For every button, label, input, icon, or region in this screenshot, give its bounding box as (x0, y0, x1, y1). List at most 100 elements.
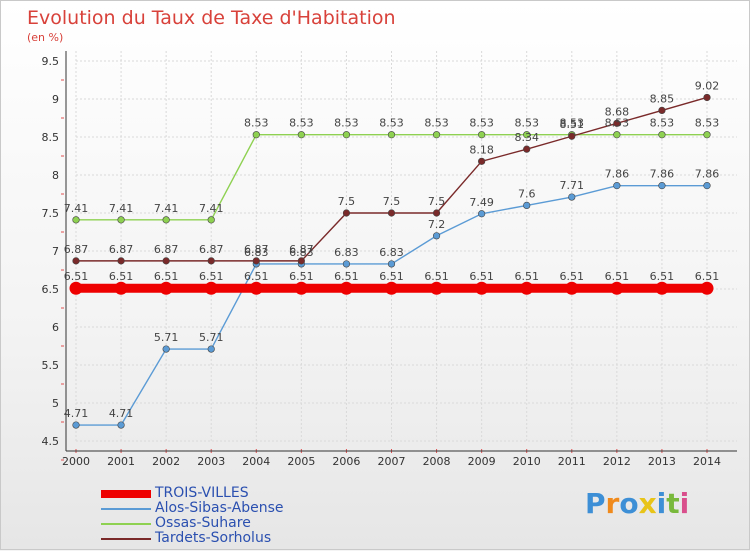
data-point (523, 201, 531, 209)
legend-item: TROIS-VILLES (101, 485, 341, 502)
x-tick-label: 2014 (693, 455, 721, 468)
data-point (117, 216, 125, 224)
x-tick-label: 2011 (558, 455, 586, 468)
data-label: 6.83 (379, 246, 404, 259)
data-label: 6.87 (154, 243, 179, 256)
data-point (297, 131, 305, 139)
data-label: 7.41 (154, 202, 179, 215)
x-tick-label: 2007 (378, 455, 406, 468)
data-label: 7.71 (560, 179, 585, 192)
data-label: 8.53 (424, 117, 449, 130)
y-tick-label: 9 (52, 93, 59, 106)
data-label: 6.51 (244, 270, 269, 283)
data-label: 7.5 (428, 195, 446, 208)
data-point (249, 281, 263, 295)
data-point (523, 145, 531, 153)
data-point (207, 345, 215, 353)
data-label: 8.53 (560, 117, 585, 130)
data-label: 7.49 (469, 196, 494, 209)
legend-swatch (101, 508, 151, 510)
data-label: 8.53 (334, 117, 359, 130)
legend-item: Ossas-Suhare (101, 515, 341, 532)
legend-swatch (101, 538, 151, 540)
data-point (72, 216, 80, 224)
data-label: 6.51 (695, 270, 720, 283)
y-tick-label: 5.5 (42, 359, 60, 372)
data-label: 6.87 (109, 243, 134, 256)
data-label: 6.83 (334, 246, 359, 259)
x-tick-label: 2012 (603, 455, 631, 468)
data-point (114, 281, 128, 295)
legend-item: Tardets-Sorholus (101, 530, 341, 547)
data-label: 4.71 (109, 407, 134, 420)
data-label: 7.86 (650, 168, 675, 181)
data-label: 6.83 (289, 246, 314, 259)
data-point (162, 257, 170, 265)
y-tick-label: 7.5 (42, 207, 60, 220)
data-label: 6.87 (199, 243, 224, 256)
data-label: 6.51 (289, 270, 314, 283)
x-tick-label: 2003 (197, 455, 225, 468)
y-tick-label: 8 (52, 169, 59, 182)
y-tick-label: 7 (52, 245, 59, 258)
data-label: 8.68 (605, 105, 630, 118)
y-tick-label: 6 (52, 321, 59, 334)
data-label: 7.5 (383, 195, 401, 208)
data-point (297, 257, 305, 265)
data-label: 6.87 (64, 243, 89, 256)
data-point (342, 131, 351, 139)
data-point (475, 281, 489, 295)
data-label: 8.53 (469, 117, 494, 130)
data-label: 6.51 (334, 270, 359, 283)
data-point (565, 281, 579, 295)
data-point (339, 281, 353, 295)
data-point (342, 209, 351, 217)
data-label: 6.51 (109, 270, 134, 283)
logo-letter: o (619, 487, 639, 520)
data-point (568, 132, 576, 140)
data-point (117, 257, 125, 265)
data-label: 6.51 (379, 270, 404, 283)
data-label: 6.51 (154, 270, 179, 283)
data-label: 7.86 (605, 168, 630, 181)
x-tick-label: 2002 (152, 455, 180, 468)
data-label: 8.51 (560, 118, 585, 131)
x-tick-label: 2004 (242, 455, 270, 468)
data-label: 7.41 (109, 202, 134, 215)
data-point (655, 281, 669, 295)
data-label: 6.51 (560, 270, 585, 283)
legend-label: TROIS-VILLES (155, 485, 249, 501)
logo-letter: i (679, 487, 690, 520)
data-label: 6.87 (244, 243, 269, 256)
x-tick-label: 2005 (287, 455, 315, 468)
data-point (117, 421, 125, 429)
axes: 4.5 5 5.5 6 6.5 7 7.5 8 8.5 9 9.5 2000 2001 2002 2003 2… (42, 51, 737, 468)
data-label: 8.85 (650, 92, 675, 105)
data-point (703, 182, 711, 190)
legend-label: Alos-Sibas-Abense (155, 500, 284, 516)
data-point (387, 260, 396, 268)
data-point (72, 257, 80, 265)
x-tick-label: 2009 (468, 455, 496, 468)
legend-item: Alos-Sibas-Abense (101, 500, 341, 517)
data-label: 7.6 (518, 187, 536, 200)
proxiti-logo: Proxiti (585, 487, 689, 520)
data-point (159, 281, 173, 295)
data-point (478, 131, 486, 139)
data-point (69, 281, 83, 295)
data-labels: 6.51 6.51 6.51 6.51 6.51 6.51 6.51 6.51 6.51 6.51… (64, 79, 720, 420)
data-label: 8.53 (379, 117, 404, 130)
logo-letter: t (666, 487, 680, 520)
data-label: 8.53 (605, 117, 630, 130)
data-label: 4.71 (64, 407, 89, 420)
data-label: 7.41 (199, 202, 224, 215)
data-label: 6.83 (244, 246, 269, 259)
y-tick-label: 8.5 (42, 131, 60, 144)
data-point (252, 257, 260, 265)
data-label: 7.41 (64, 202, 89, 215)
data-label: 5.71 (154, 331, 179, 344)
data-point (478, 210, 486, 218)
series-lines (69, 93, 714, 429)
y-tick-label: 4.5 (42, 435, 60, 448)
